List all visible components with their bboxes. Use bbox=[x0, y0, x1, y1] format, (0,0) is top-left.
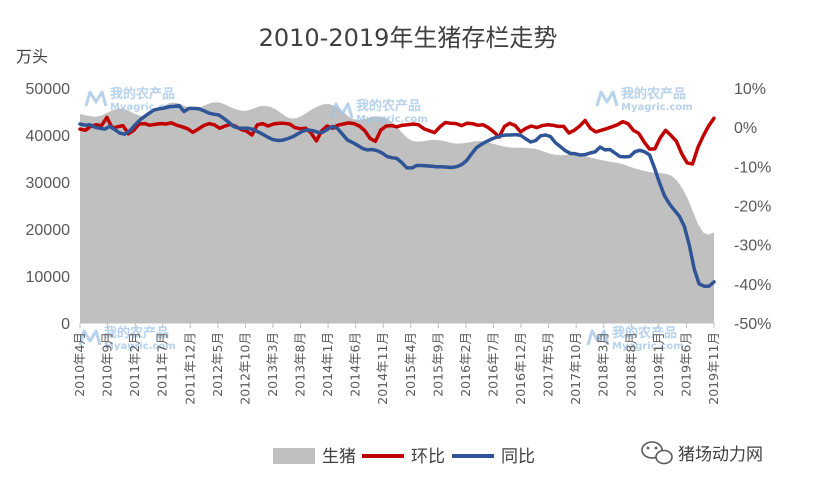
legend-label-pigs: 生猪 bbox=[322, 447, 356, 467]
legend-swatch-pigs bbox=[273, 448, 315, 464]
line-layer bbox=[78, 103, 716, 288]
y-left-tick-label: 50000 bbox=[26, 81, 71, 98]
watermark-logo-icon bbox=[84, 90, 108, 107]
legend-label-mom: 环比 bbox=[411, 447, 445, 467]
legend-label-yoy: 同比 bbox=[501, 447, 535, 467]
x-tick-label: 2016年12月 bbox=[513, 332, 528, 405]
x-tick-label: 2011年7月 bbox=[155, 332, 170, 397]
watermark-en: Myagric.com bbox=[621, 102, 693, 113]
series-line-yoy bbox=[78, 103, 716, 288]
x-tick-label: 2010年4月 bbox=[72, 332, 87, 397]
series-line-mom bbox=[78, 115, 716, 166]
area-layer bbox=[80, 102, 714, 323]
x-tick-label: 2015年4月 bbox=[403, 332, 418, 397]
watermark-layer: 我的农产品Myagric.com我的农产品Myagric.com我的农产品Mya… bbox=[78, 86, 693, 352]
y-left-tick-label: 20000 bbox=[26, 222, 71, 239]
x-tick-label: 2019年1月 bbox=[651, 332, 666, 397]
x-tick-label: 2018年3月 bbox=[596, 332, 611, 397]
watermark-cn: 我的农产品 bbox=[110, 86, 175, 102]
x-tick-label: 2015年9月 bbox=[430, 332, 445, 397]
watermark-en: Myagric.com bbox=[356, 114, 428, 125]
watermark-logo-icon bbox=[586, 329, 610, 346]
x-tick-label: 2019年11月 bbox=[706, 332, 721, 405]
watermark-logo-icon bbox=[595, 90, 619, 107]
y-right-tick-label: -10% bbox=[734, 159, 771, 176]
x-tick-label: 2011年12月 bbox=[182, 332, 197, 405]
x-tick-label: 2014年6月 bbox=[348, 332, 363, 397]
x-tick-label: 2017年5月 bbox=[541, 332, 556, 397]
x-tick-label: 2014年1月 bbox=[320, 332, 335, 397]
axis-layer: 0 10000 20000 30000 40000 50000 10% 0% -10% -20% -… bbox=[26, 81, 772, 405]
y-left-tick-label: 10000 bbox=[26, 269, 71, 286]
y-left-tick-label: 0 bbox=[61, 316, 70, 333]
x-tick-label: 2013年3月 bbox=[265, 332, 280, 397]
x-tick-label: 2018年8月 bbox=[623, 332, 638, 397]
x-tick-label: 2012年10月 bbox=[237, 332, 252, 405]
watermark-en: Myagric.com bbox=[110, 102, 182, 113]
x-tick-label: 2016年7月 bbox=[485, 332, 500, 397]
x-tick-label: 2011年2月 bbox=[127, 332, 142, 397]
x-tick-label: 2017年10月 bbox=[568, 332, 583, 405]
watermark-cn: 我的农产品 bbox=[104, 325, 169, 341]
y-right-tick-label: -40% bbox=[734, 277, 771, 294]
brand-badge: 猪场动力网 bbox=[641, 441, 763, 465]
y-left-unit: 万头 bbox=[16, 47, 48, 66]
y-right-tick-label: 10% bbox=[734, 81, 766, 98]
y-right-tick-label: -50% bbox=[734, 316, 771, 333]
series-area-pigs bbox=[80, 102, 714, 323]
watermark-cn: 我的农产品 bbox=[356, 98, 421, 114]
legend: 生猪 环比 同比 bbox=[273, 447, 535, 467]
chart-title: 2010-2019年生猪存栏走势 bbox=[259, 24, 558, 52]
watermark-en: Myagric.com bbox=[104, 341, 176, 352]
y-right-tick-label: -30% bbox=[734, 238, 771, 255]
x-tick-label: 2019年6月 bbox=[678, 332, 693, 397]
wechat-icon bbox=[641, 441, 673, 465]
watermark-en: Myagric.com bbox=[612, 341, 684, 352]
y-right-tick-label: 0% bbox=[734, 120, 757, 137]
watermark-logo-icon bbox=[330, 102, 354, 119]
x-tick-label: 2016年2月 bbox=[458, 332, 473, 397]
x-tick-label: 2012年5月 bbox=[210, 332, 225, 397]
x-tick-label: 2013年8月 bbox=[293, 332, 308, 397]
x-tick-label: 2010年9月 bbox=[100, 332, 115, 397]
brand-label: 猪场动力网 bbox=[678, 445, 763, 465]
x-tick-label: 2014年11月 bbox=[375, 332, 390, 405]
watermark-logo-icon bbox=[78, 329, 102, 346]
y-left-tick-label: 30000 bbox=[26, 175, 71, 192]
y-right-tick-label: -20% bbox=[734, 199, 771, 216]
watermark-cn: 我的农产品 bbox=[621, 86, 686, 102]
watermark-cn: 我的农产品 bbox=[612, 325, 677, 341]
y-left-tick-label: 40000 bbox=[26, 128, 71, 145]
